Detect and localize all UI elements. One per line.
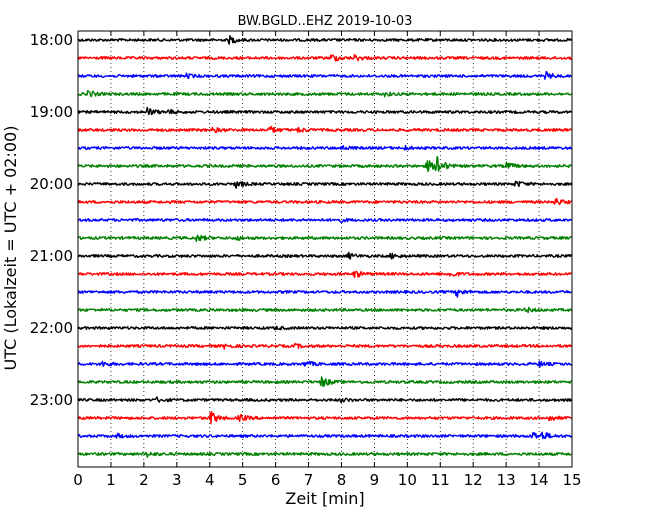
trace-row bbox=[77, 35, 573, 45]
chart-title: BW.BGLD..EHZ 2019-10-03 bbox=[238, 14, 413, 29]
x-tick-label: 4 bbox=[205, 471, 215, 489]
trace-row bbox=[77, 234, 572, 243]
x-tick-label: 1 bbox=[106, 471, 116, 489]
trace-row bbox=[77, 217, 573, 223]
trace-row bbox=[78, 180, 573, 189]
trace-row bbox=[77, 306, 573, 314]
trace-row bbox=[77, 325, 572, 331]
x-tick-label: 11 bbox=[431, 471, 450, 489]
x-tick-label: 15 bbox=[562, 471, 581, 489]
seismic-traces bbox=[77, 35, 573, 458]
trace-row bbox=[77, 289, 572, 298]
grid-lines bbox=[110, 31, 540, 467]
trace-row bbox=[77, 125, 572, 134]
x-tick-label: 7 bbox=[304, 471, 314, 489]
x-axis-label: Zeit [min] bbox=[285, 489, 364, 508]
y-axis-label: UTC (Lokalzeit = UTC + 02:00) bbox=[1, 126, 20, 371]
x-tick-label: 12 bbox=[464, 471, 483, 489]
x-tick-label: 6 bbox=[271, 471, 281, 489]
x-tick-label: 0 bbox=[73, 471, 83, 489]
trace-row bbox=[77, 360, 572, 368]
trace-row bbox=[77, 156, 573, 173]
trace-row bbox=[77, 251, 572, 260]
trace-row bbox=[77, 376, 572, 388]
plot-frame bbox=[77, 30, 573, 468]
trace-row bbox=[77, 70, 572, 80]
y-tick-label: 20:00 bbox=[30, 175, 73, 193]
x-tick-label: 10 bbox=[398, 471, 417, 489]
x-axis-ticks: 0 1 2 3 4 5 6 7 8 9 10 11 12 13 14 15 bbox=[73, 31, 582, 489]
trace-row bbox=[77, 144, 572, 151]
trace-row bbox=[77, 431, 573, 440]
y-axis-ticks: 18:00 19:00 20:00 21:00 22:00 23:00 bbox=[30, 31, 572, 409]
x-tick-label: 3 bbox=[172, 471, 182, 489]
trace-row bbox=[77, 451, 572, 458]
x-tick-label: 14 bbox=[530, 471, 549, 489]
trace-row bbox=[77, 197, 572, 206]
x-tick-label: 9 bbox=[370, 471, 380, 489]
y-tick-label: 22:00 bbox=[30, 319, 73, 337]
x-tick-label: 2 bbox=[139, 471, 149, 489]
y-tick-label: 21:00 bbox=[30, 247, 73, 265]
x-tick-label: 5 bbox=[238, 471, 248, 489]
trace-row bbox=[77, 342, 573, 350]
trace-row bbox=[77, 396, 573, 403]
trace-row bbox=[77, 411, 573, 425]
y-tick-label: 18:00 bbox=[30, 31, 73, 49]
y-tick-label: 19:00 bbox=[30, 103, 73, 121]
trace-row bbox=[77, 270, 572, 279]
trace-row bbox=[77, 89, 572, 98]
trace-row bbox=[77, 106, 572, 116]
y-tick-label: 23:00 bbox=[30, 391, 73, 409]
x-tick-label: 13 bbox=[497, 471, 516, 489]
trace-row bbox=[77, 53, 573, 62]
x-tick-label: 8 bbox=[337, 471, 347, 489]
